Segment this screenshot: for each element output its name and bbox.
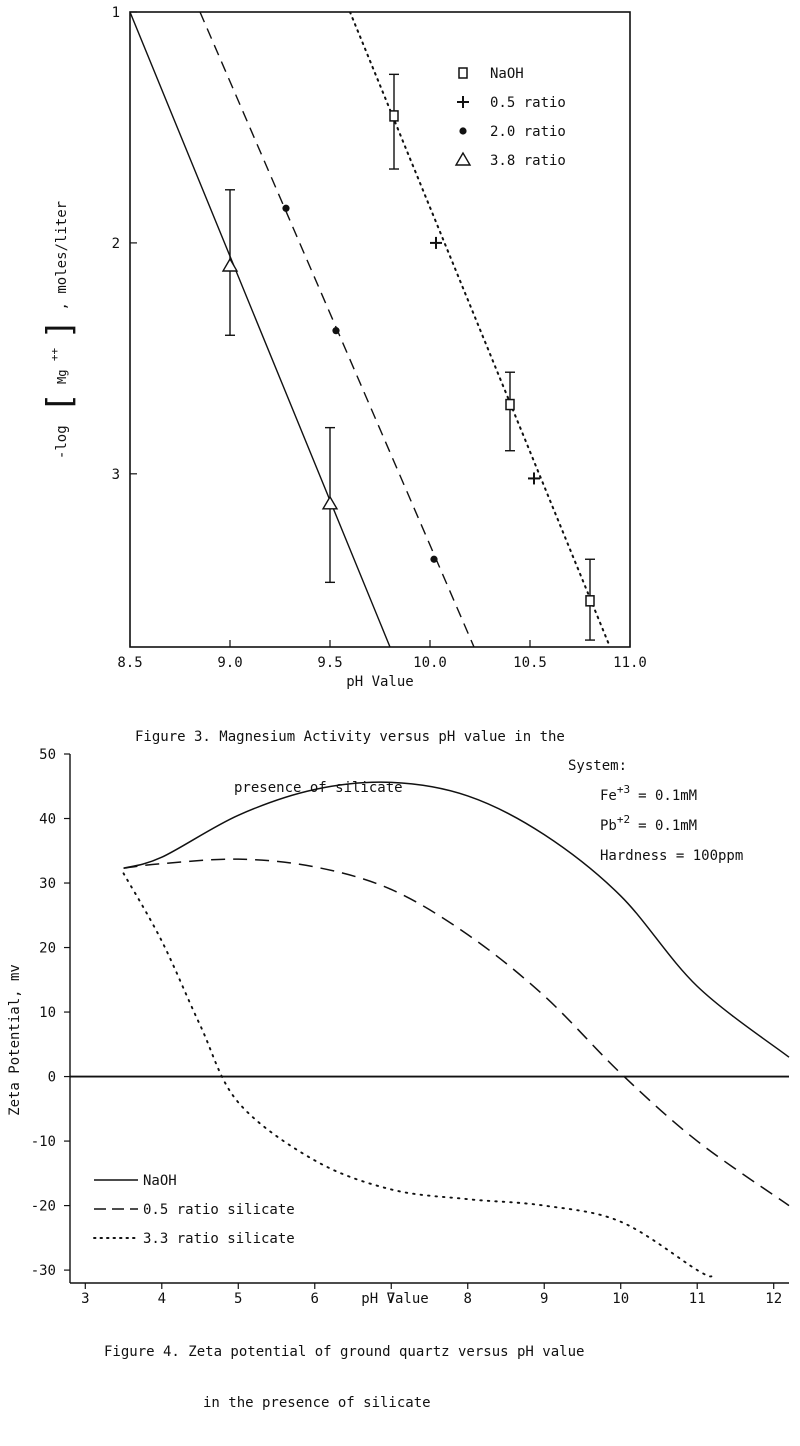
fig3-legend-marker-dot xyxy=(459,127,467,135)
fig4-x-axis-ticks: 3 4 5 6 7 8 9 10 11 12 xyxy=(81,1283,782,1307)
fig3-plot-frame xyxy=(129,11,631,648)
fig3-legend-label: 3.8 ratio xyxy=(490,153,566,169)
fig4-y-tick-label: 0 xyxy=(48,1070,56,1086)
fig4-x-tick-label: 11 xyxy=(689,1291,706,1307)
fig4-y-axis-label: Zeta Potential, mv xyxy=(7,964,23,1116)
fig3-point-plus xyxy=(528,472,540,485)
fig4-x-tick-label: 6 xyxy=(311,1291,319,1307)
figure-4-caption-line-1: Figure 4. Zeta potential of ground quart… xyxy=(104,1344,585,1360)
fig4-x-tick-label: 10 xyxy=(612,1291,629,1307)
fig4-curve-solid xyxy=(123,781,790,1058)
fig4-curve-dotted xyxy=(122,872,714,1278)
fig3-point-dot xyxy=(430,555,438,563)
fig4-system-fe: Fe+3 = 0.1mM xyxy=(600,783,697,804)
fig3-y-axis-label: -log [ Mg ++ ] , moles/liter xyxy=(40,201,80,459)
figure-3-caption-line-1: Figure 3. Magnesium Activity versus pH v… xyxy=(135,729,565,745)
fig3-legend-label: 0.5 ratio xyxy=(490,95,566,111)
fig3-x-axis-ticks: 8.5 9.0 9.5 10.0 10.5 11.0 xyxy=(117,640,647,671)
figure-4-caption: Figure 4. Zeta potential of ground quart… xyxy=(104,1310,584,1446)
fig3-ylabel-open-bracket: [ xyxy=(40,392,80,412)
fig3-ylabel-prefix: -log xyxy=(54,425,70,459)
fig4-curve-dashed xyxy=(123,858,790,1207)
fig3-legend-label: 2.0 ratio xyxy=(490,124,566,140)
figure-4-caption-line-2: in the presence of silicate xyxy=(203,1395,431,1411)
fig3-x-tick-label: 8.5 xyxy=(117,655,142,671)
fig3-x-axis-label: pH Value xyxy=(346,674,413,690)
fig3-point-dot xyxy=(332,327,340,335)
fig4-system-box: System: Fe+3 = 0.1mM Pb+2 = 0.1mM Hardness… xyxy=(568,758,743,864)
fig3-ylabel-close-bracket: ] xyxy=(40,319,80,339)
fig3-legend-marker-triangle xyxy=(454,151,472,166)
fig3-x-tick-label: 11.0 xyxy=(613,655,647,671)
figure-3-chart: 8.5 9.0 9.5 10.0 10.5 11.0 1 2 3 pH Value -log … xyxy=(40,5,647,690)
fig4-x-tick-label: 12 xyxy=(765,1291,782,1307)
figure-3-caption: Figure 3. Magnesium Activity versus pH v… xyxy=(135,695,565,831)
fig4-legend-label: NaOH xyxy=(143,1173,177,1189)
fig3-fit-line-dotted xyxy=(349,12,611,647)
fig3-point-square xyxy=(505,398,515,411)
fig3-fit-line-solid xyxy=(130,12,391,647)
fig4-y-tick-label: 50 xyxy=(39,747,56,763)
fig3-point-plus xyxy=(430,236,442,249)
fig4-axes xyxy=(69,754,789,1284)
fig3-legend-label: NaOH xyxy=(490,66,524,82)
fig4-y-tick-label: -30 xyxy=(31,1263,56,1279)
fig4-x-tick-label: 8 xyxy=(464,1291,472,1307)
fig3-y-tick-label: 2 xyxy=(112,236,120,252)
figure-4-chart: 3 4 5 6 7 8 9 10 11 12 50 40 30 20 10 0 -10 -20 -30 pH Va… xyxy=(7,747,790,1307)
fig3-ylabel-suffix: , moles/liter xyxy=(54,201,70,311)
fig3-point-triangle xyxy=(221,257,239,272)
fig4-x-axis-label: pH Value xyxy=(361,1291,428,1307)
fig3-data-points xyxy=(221,110,595,607)
fig3-error-bar xyxy=(389,73,399,170)
fig3-x-tick-label: 9.5 xyxy=(317,655,342,671)
fig4-x-tick-label: 4 xyxy=(158,1291,166,1307)
fig3-point-square xyxy=(585,595,595,607)
fig4-y-tick-label: -10 xyxy=(31,1134,56,1150)
fig3-point-dot xyxy=(282,204,290,212)
fig4-curves xyxy=(122,781,790,1278)
fig4-y-tick-label: -20 xyxy=(31,1199,56,1215)
fig3-legend: NaOH 0.5 ratio 2.0 ratio 3.8 ratio xyxy=(454,66,566,169)
fig4-legend-label: 3.3 ratio silicate xyxy=(143,1231,295,1247)
fig4-y-tick-label: 10 xyxy=(39,1005,56,1021)
fig3-point-square xyxy=(389,110,399,122)
fig4-x-tick-label: 3 xyxy=(81,1291,89,1307)
fig3-legend-marker-square xyxy=(458,67,468,79)
fig4-y-tick-label: 30 xyxy=(39,876,56,892)
fig3-x-tick-label: 9.0 xyxy=(217,655,242,671)
fig3-x-tick-label: 10.0 xyxy=(413,655,447,671)
fig3-y-tick-label: 3 xyxy=(112,467,120,483)
fig3-legend-marker-plus xyxy=(457,96,469,108)
fig4-legend-label: 0.5 ratio silicate xyxy=(143,1202,295,1218)
fig3-error-bar xyxy=(505,371,515,452)
fig4-system-pb: Pb+2 = 0.1mM xyxy=(600,813,697,834)
fig4-x-tick-label: 9 xyxy=(540,1291,548,1307)
fig3-point-triangle xyxy=(321,495,339,510)
fig4-x-tick-label: 5 xyxy=(234,1291,242,1307)
fig3-y-axis-ticks: 1 2 3 xyxy=(112,5,137,483)
fig4-y-axis-ticks: 50 40 30 20 10 0 -10 -20 -30 xyxy=(31,747,70,1279)
fig3-ylabel-species: Mg xyxy=(55,370,69,384)
fig4-system-hardness: Hardness = 100ppm xyxy=(600,848,743,864)
fig3-y-tick-label: 1 xyxy=(112,5,120,21)
fig4-system-title: System: xyxy=(568,758,627,774)
fig4-x-tick-label: 7 xyxy=(387,1291,395,1307)
fig4-y-tick-label: 40 xyxy=(39,812,56,828)
fig4-legend: NaOH 0.5 ratio silicate 3.3 ratio silicate xyxy=(93,1173,295,1247)
fig3-ylabel-charge: ++ xyxy=(48,347,61,361)
fig4-y-tick-label: 20 xyxy=(39,941,56,957)
svg-text:-log [ Mg: -log [ Mg ++ ] , moles/liter xyxy=(40,201,80,459)
fig3-x-tick-label: 10.5 xyxy=(513,655,547,671)
